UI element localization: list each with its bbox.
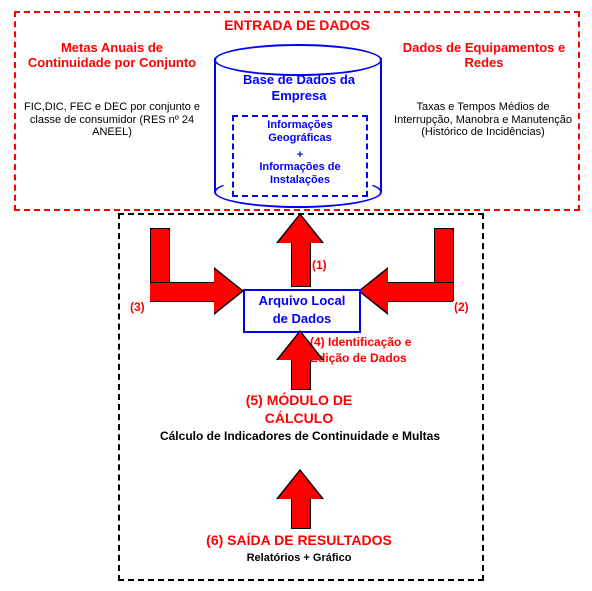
output-sub: Relatórios + Gráfico — [120, 552, 478, 565]
calc-sub: Cálculo de Indicadores de Continuidade e… — [150, 430, 450, 444]
arrow-4-label-line1: (4) Identificação e — [310, 336, 480, 350]
geo-info-sub1: Informações Geográficas — [234, 119, 366, 145]
arrow-4-label-line2: Edição de Dados — [310, 352, 480, 366]
col-left-title: Metas Anuais de Continuidade por Conjunt… — [22, 41, 202, 71]
arrow-2-label: (2) — [454, 300, 469, 314]
col-right-title: Dados de Equipamentos e Redes — [394, 41, 574, 71]
output-title: (6) SAÍDA DE RESULTADOS — [120, 532, 478, 548]
calc-title-line1: (5) MÓDULO DE — [120, 392, 478, 408]
geo-info-box: Informações Geográficas + Informações de… — [232, 115, 368, 197]
geo-info-sub2: Informações de Instalações — [234, 161, 366, 187]
local-file-label2: de Dados — [245, 311, 359, 327]
input-title: ENTRADA DE DADOS — [16, 17, 578, 33]
local-file-label1: Arquivo Local — [245, 293, 359, 309]
arrow-3-label: (3) — [130, 300, 145, 314]
local-file-box: Arquivo Local de Dados — [243, 289, 361, 333]
calc-title-line2: CÁLCULO — [120, 410, 478, 426]
arrow-1-label: (1) — [312, 258, 327, 272]
col-right-sub: Taxas e Tempos Médios de Interrupção, Ma… — [388, 101, 578, 139]
col-center-title: Base de Dados da Empresa — [216, 72, 382, 103]
col-left-sub: FIC,DIC, FEC e DEC por conjunto e classe… — [22, 101, 202, 139]
